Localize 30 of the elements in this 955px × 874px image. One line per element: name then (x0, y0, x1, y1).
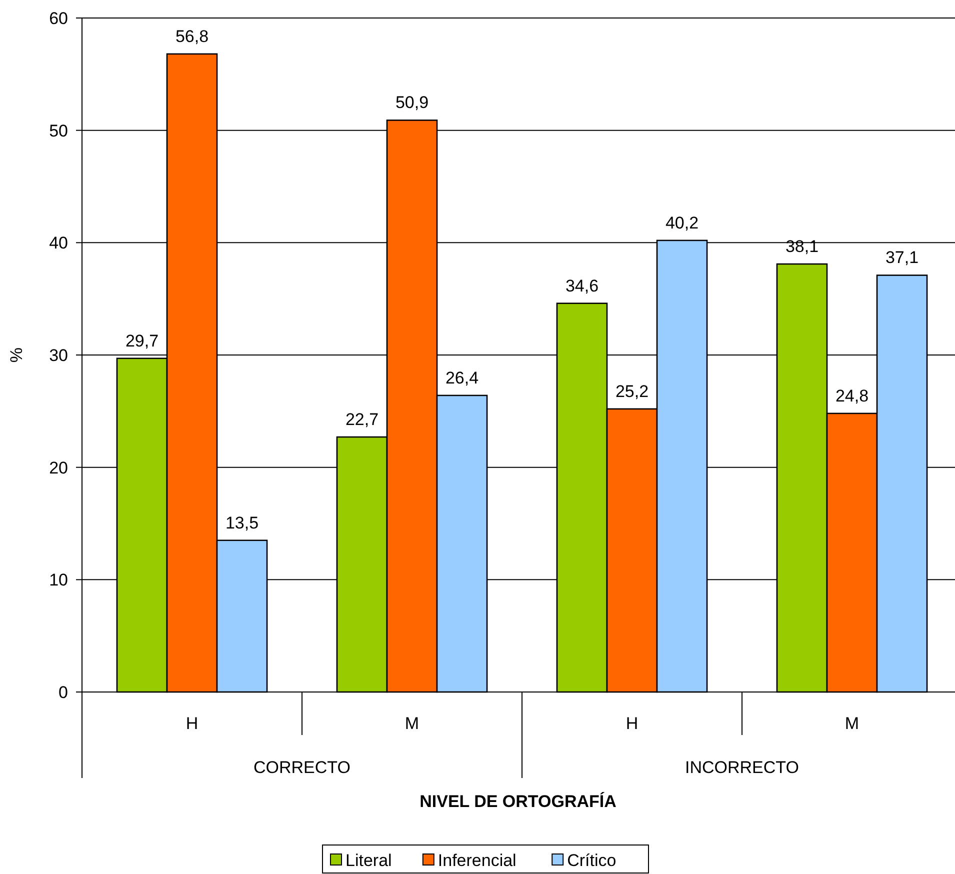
data-label: 29,7 (125, 331, 159, 350)
data-label: 50,9 (395, 93, 429, 112)
data-label: 37,1 (885, 248, 919, 268)
data-label: 22,7 (345, 410, 379, 430)
data-label: 25,2 (615, 382, 649, 401)
legend-label: Literal (346, 850, 392, 870)
data-label: 13,5 (225, 513, 259, 532)
y-tick-label: 0 (58, 682, 68, 702)
legend-label: Inferencial (438, 850, 516, 870)
x-tick-label: M (404, 714, 420, 733)
data-label: 40,2 (665, 213, 699, 232)
y-axis-title: % (7, 347, 26, 363)
data-label: 24,8 (835, 386, 869, 406)
y-tick-label: 10 (49, 570, 68, 590)
text: CORRECTO (254, 758, 350, 777)
data-label: 26,4 (445, 368, 479, 388)
data-label: 38,1 (785, 237, 819, 256)
data-label: 56,8 (175, 26, 209, 46)
y-tick-label: 50 (49, 121, 68, 140)
x-tick-label: M (844, 714, 860, 733)
x-tick-label: H (186, 714, 198, 733)
y-tick-label: 30 (49, 346, 68, 365)
x-tick-label: H (626, 714, 638, 733)
x-axis-title: NIVEL DE ORTOGRAFÍA (420, 790, 616, 811)
legend-label: Crítico (567, 850, 616, 870)
y-tick-label: 20 (49, 458, 68, 478)
data-label: 34,6 (565, 276, 599, 296)
y-tick-label: 60 (49, 8, 68, 28)
text: INCORRECTO (685, 758, 799, 777)
y-tick-label: 40 (49, 234, 68, 253)
